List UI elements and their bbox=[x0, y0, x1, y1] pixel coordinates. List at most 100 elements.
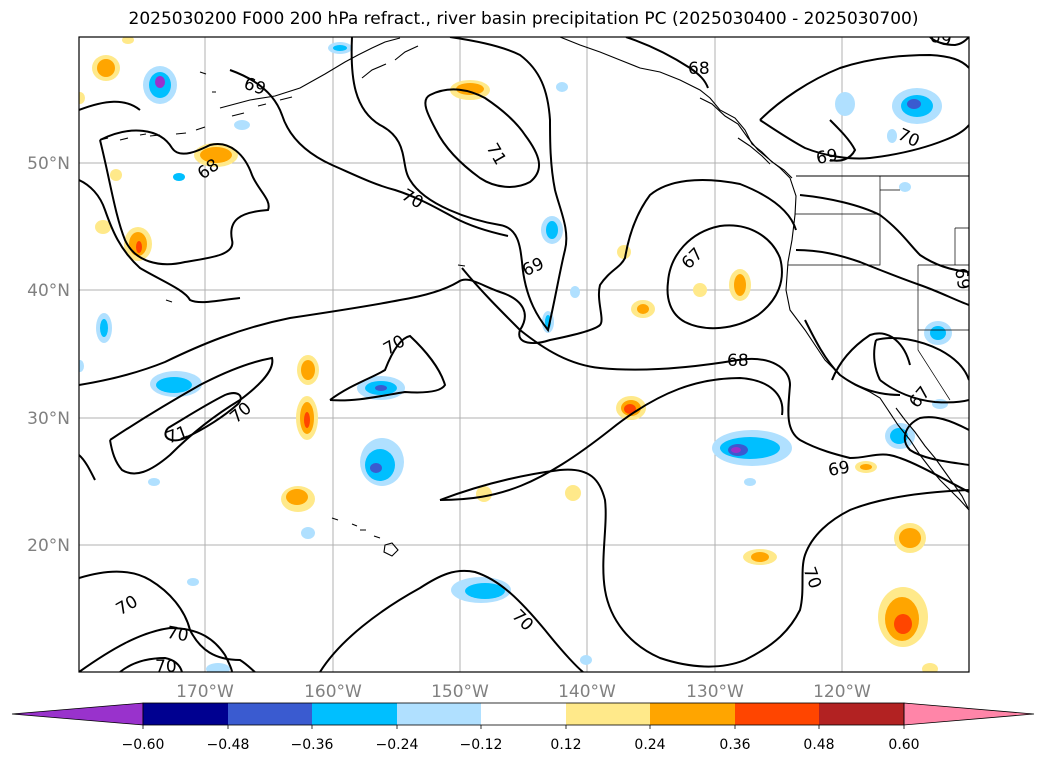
precip-blob bbox=[631, 300, 655, 318]
colorbar-outline bbox=[142, 702, 905, 726]
lat-tick-30n: 30°N bbox=[27, 409, 70, 429]
precip-blob bbox=[92, 55, 120, 81]
colorbar-tick-label: 0.36 bbox=[719, 737, 750, 753]
contour-label: 69 bbox=[928, 26, 954, 51]
colorbar-bin bbox=[566, 703, 650, 725]
precip-blob bbox=[924, 321, 952, 345]
precip-blob bbox=[712, 430, 792, 466]
colorbar-bin bbox=[143, 703, 228, 725]
hawaii-islands bbox=[331, 517, 399, 557]
colorbar-tick-label: −0.48 bbox=[207, 737, 250, 753]
contour-line bbox=[79, 454, 96, 481]
colorbar-extend-left bbox=[11, 702, 144, 726]
vancouver-island bbox=[737, 137, 771, 165]
contour-line bbox=[79, 179, 241, 304]
precip-blob bbox=[894, 523, 926, 553]
colorbar-bin bbox=[735, 703, 819, 725]
contour-line bbox=[666, 224, 783, 330]
precip-blob bbox=[451, 577, 511, 603]
precip-blob bbox=[892, 88, 942, 124]
contour-line bbox=[119, 656, 183, 672]
colorbar-bin bbox=[312, 703, 397, 725]
colorbar-tick-label: 0.60 bbox=[888, 737, 919, 753]
precip-blob bbox=[296, 396, 318, 440]
contour-label: 70 bbox=[113, 592, 142, 620]
contour-line bbox=[99, 129, 270, 266]
map-frame bbox=[78, 36, 970, 673]
contour-line bbox=[329, 334, 447, 402]
contour-line bbox=[903, 416, 969, 466]
colorbar-bin bbox=[481, 703, 566, 725]
contour-line bbox=[79, 626, 233, 672]
contour-line bbox=[759, 119, 969, 160]
alaska-coast bbox=[149, 37, 419, 137]
contour-line bbox=[879, 379, 969, 404]
lat-tick-labels: 50°N 40°N 30°N 20°N bbox=[27, 154, 70, 556]
precip-blob bbox=[743, 549, 777, 565]
contour-label: 70 bbox=[226, 398, 255, 427]
contour-line bbox=[929, 37, 969, 47]
contour-label: 68 bbox=[727, 351, 749, 371]
contour-line bbox=[424, 88, 540, 188]
contour-line bbox=[804, 319, 901, 396]
contour-label: 67 bbox=[905, 383, 934, 412]
contour-label: 70 bbox=[380, 331, 409, 359]
baja-peninsula bbox=[895, 407, 969, 509]
colorbar-tick-label: 0.48 bbox=[803, 737, 834, 753]
contour-line bbox=[319, 569, 584, 672]
precip-blob bbox=[281, 486, 315, 512]
contour-label: 69 bbox=[241, 74, 268, 100]
contour-line bbox=[350, 37, 568, 333]
lon-tick-170w: 170°W bbox=[176, 682, 234, 702]
colorbar-tick-label: −0.60 bbox=[122, 737, 165, 753]
lon-tick-labels: 170°W 160°W 150°W 140°W 130°W 120°W bbox=[176, 682, 871, 702]
colorbar-ticks bbox=[142, 725, 905, 729]
precip-blob bbox=[541, 216, 563, 244]
map-title: 2025030200 F000 200 hPa refract., river … bbox=[128, 9, 919, 29]
precip-blob bbox=[124, 227, 152, 261]
colorbar-tick-labels: −0.60 −0.48 −0.36 −0.24 −0.12 0.12 0.24 … bbox=[122, 737, 920, 753]
contour-label: 68 bbox=[688, 59, 710, 79]
precip-blob bbox=[360, 438, 404, 486]
lon-tick-150w: 150°W bbox=[431, 682, 489, 702]
alaska-southeast-coast bbox=[559, 37, 793, 179]
contour-line bbox=[461, 267, 969, 493]
lat-tick-50n: 50°N bbox=[27, 154, 70, 174]
lon-tick-120w: 120°W bbox=[813, 682, 871, 702]
contour-label: 69 bbox=[815, 145, 840, 168]
precip-blob bbox=[297, 355, 319, 385]
contour-label: 69 bbox=[950, 267, 973, 292]
contour-label: 70 bbox=[508, 606, 537, 635]
colorbar: −0.60 −0.48 −0.36 −0.24 −0.12 0.12 0.24 … bbox=[11, 702, 1035, 753]
precip-blob bbox=[194, 143, 238, 167]
precip-blob bbox=[328, 42, 352, 54]
contour-label: 70 bbox=[165, 623, 190, 646]
contour-label: 71 bbox=[482, 140, 510, 169]
colorbar-bin bbox=[228, 703, 312, 725]
us-state-borders bbox=[788, 176, 969, 401]
precip-blob bbox=[835, 92, 855, 116]
contour-label: 71 bbox=[164, 422, 191, 448]
precip-blob bbox=[96, 313, 112, 343]
lon-tick-130w: 130°W bbox=[686, 682, 744, 702]
grid-lines bbox=[79, 37, 969, 672]
contour-line bbox=[164, 392, 242, 442]
contour-line bbox=[831, 332, 911, 381]
contour-label: 69 bbox=[827, 457, 852, 480]
lon-tick-140w: 140°W bbox=[558, 682, 616, 702]
colorbar-bin bbox=[819, 703, 904, 725]
colorbar-extend-right bbox=[903, 702, 1035, 726]
colorbar-bin bbox=[397, 703, 481, 725]
contour-line bbox=[79, 100, 797, 386]
precip-blob bbox=[878, 587, 928, 647]
colorbar-tick-label: −0.24 bbox=[376, 737, 419, 753]
contour-line bbox=[829, 119, 857, 162]
refractivity-contours bbox=[79, 37, 969, 672]
colorbar-tick-label: −0.36 bbox=[291, 737, 334, 753]
precip-blob bbox=[150, 371, 202, 397]
contour-line bbox=[873, 337, 969, 381]
precip-blob bbox=[143, 66, 177, 104]
contour-line bbox=[625, 37, 709, 89]
contour-line bbox=[439, 376, 784, 501]
